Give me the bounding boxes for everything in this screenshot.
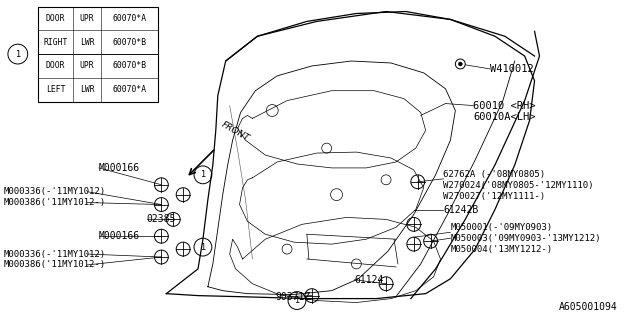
Text: DOOR: DOOR [45, 14, 65, 23]
Text: M050003('09MY0903-'13MY1212): M050003('09MY0903-'13MY1212) [451, 234, 601, 243]
Text: M000386('11MY1012-): M000386('11MY1012-) [4, 260, 106, 269]
Text: M000336(-'11MY1012): M000336(-'11MY1012) [4, 250, 106, 259]
Text: RIGHT: RIGHT [44, 38, 68, 47]
Text: M000386('11MY1012-): M000386('11MY1012-) [4, 198, 106, 207]
Text: 1: 1 [294, 296, 300, 305]
Text: W270024('08MY0805-'12MY1110): W270024('08MY0805-'12MY1110) [444, 181, 594, 190]
Text: 1: 1 [15, 50, 20, 59]
Text: W270027('12MY1111-): W270027('12MY1111-) [444, 192, 546, 201]
Text: 60010A<LH>: 60010A<LH> [473, 112, 536, 123]
Text: 60070*A: 60070*A [113, 14, 147, 23]
Text: M000166: M000166 [99, 231, 140, 241]
Text: 90371Z: 90371Z [275, 292, 310, 302]
Text: M000166: M000166 [99, 163, 140, 173]
Text: 1: 1 [200, 170, 205, 179]
Text: LWR: LWR [80, 38, 95, 47]
Text: UPR: UPR [80, 14, 95, 23]
Text: M050001(-'09MY0903): M050001(-'09MY0903) [451, 223, 552, 232]
Text: 61124: 61124 [355, 275, 384, 285]
Text: 60070*B: 60070*B [113, 61, 147, 70]
Text: A605001094: A605001094 [559, 302, 618, 313]
Text: 60070*A: 60070*A [113, 85, 147, 94]
Text: DOOR: DOOR [45, 61, 65, 70]
Text: LEFT: LEFT [45, 85, 65, 94]
Bar [38, 7, 158, 101]
Text: UPR: UPR [80, 61, 95, 70]
Text: LWR: LWR [80, 85, 95, 94]
Text: 62762A (-'08MY0805): 62762A (-'08MY0805) [444, 170, 546, 179]
Text: 02385: 02385 [147, 214, 176, 224]
Text: 1: 1 [200, 243, 205, 252]
Text: 60010 <RH>: 60010 <RH> [473, 100, 536, 110]
Circle shape [456, 59, 465, 69]
Text: M000336(-'11MY1012): M000336(-'11MY1012) [4, 187, 106, 196]
Circle shape [458, 62, 462, 66]
Text: 61242B: 61242B [444, 205, 479, 215]
Text: FRONT: FRONT [220, 120, 251, 143]
Text: W410012: W410012 [490, 64, 534, 74]
Text: M050004('13MY1212-): M050004('13MY1212-) [451, 244, 552, 253]
Text: 60070*B: 60070*B [113, 38, 147, 47]
